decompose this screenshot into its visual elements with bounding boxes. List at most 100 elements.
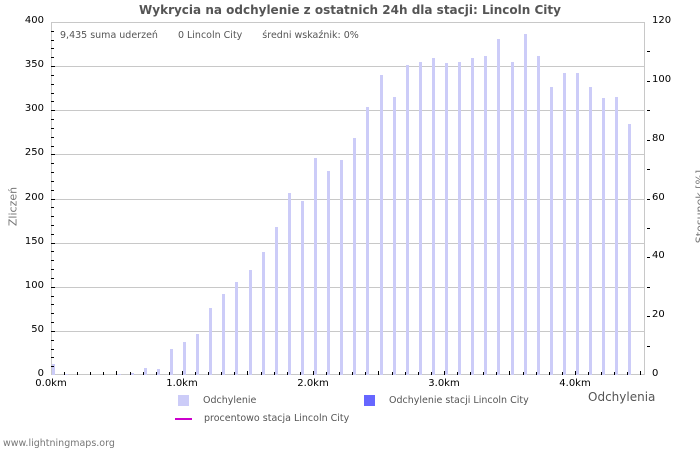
bar: [248, 269, 252, 375]
x-minor-tick: [64, 372, 65, 375]
bar: [523, 34, 527, 375]
y2-minor-tick: [647, 139, 650, 141]
x-minor-tick: [404, 372, 406, 375]
x-minor-tick: [273, 372, 275, 375]
bar: [497, 38, 501, 375]
x-minor-tick: [181, 371, 183, 375]
y-minor-tick: [51, 136, 54, 138]
x-minor-tick: [208, 372, 210, 375]
bar: [471, 58, 475, 375]
x-minor-tick: [352, 372, 354, 375]
legend-odchylenie: Odchylenie: [178, 395, 256, 406]
bar: [130, 373, 134, 375]
plot-area: [51, 22, 645, 375]
x-tick-label: 1.0km: [166, 378, 198, 389]
y2-minor-tick: [647, 257, 650, 259]
grid-line: [51, 330, 645, 332]
x-minor-tick: [535, 372, 537, 375]
legend-swatch-dark: [364, 395, 375, 406]
y-minor-tick: [51, 189, 54, 191]
chart-title: Wykrycia na odchylenie z ostatnich 24h d…: [139, 3, 561, 17]
bar: [431, 58, 435, 375]
x-minor-tick: [470, 372, 472, 375]
bar: [484, 55, 488, 375]
bar: [353, 138, 357, 375]
x-minor-tick: [247, 371, 249, 375]
y2-minor-tick: [647, 316, 650, 318]
stats-avg: średni wskaźnik: 0%: [262, 30, 359, 41]
x-minor-tick: [77, 372, 79, 375]
y2-minor-tick: [647, 110, 650, 112]
x-minor-tick: [430, 372, 432, 375]
x-minor-tick: [260, 372, 262, 375]
bar: [314, 157, 317, 375]
y2-minor-tick: [647, 169, 650, 171]
bar: [156, 368, 160, 375]
y-minor-tick: [51, 39, 54, 41]
y-minor-tick: [51, 269, 54, 271]
x-minor-tick: [483, 372, 485, 375]
y-minor-tick: [51, 180, 54, 182]
bar: [222, 293, 226, 375]
x-minor-tick: [195, 372, 196, 375]
x-minor-tick: [299, 372, 301, 375]
y-tick-label: 50: [31, 323, 44, 335]
x-minor-tick: [588, 372, 589, 375]
y-minor-tick: [51, 348, 54, 350]
y-minor-tick: [51, 119, 54, 121]
bar: [602, 97, 606, 375]
y-minor-tick: [51, 233, 54, 235]
y-minor-tick: [51, 330, 55, 332]
y-tick-label: 100: [24, 279, 44, 291]
stats-total: 9,435 suma uderzeń: [60, 30, 158, 41]
bar: [169, 348, 173, 375]
bar: [510, 61, 514, 375]
x-minor-tick: [116, 371, 118, 375]
x-tick-label: 2.0km: [297, 378, 329, 389]
y-minor-tick: [51, 277, 54, 279]
y2-minor-tick: [647, 345, 650, 347]
y2-minor-tick: [647, 286, 650, 288]
y-tick-label: 400: [24, 15, 44, 26]
x-axis-label: Odchylenia: [588, 390, 656, 404]
y-minor-tick: [51, 295, 54, 297]
y-minor-tick: [51, 251, 54, 253]
x-minor-tick: [234, 372, 236, 375]
stats-station: 0 Lincoln City: [177, 30, 243, 41]
y-tick-label: 300: [24, 103, 44, 115]
x-minor-tick: [561, 372, 563, 375]
y2-axis-label: Stosunek [%]: [693, 169, 700, 244]
x-minor-tick: [522, 372, 524, 375]
legend-label: Odchylenie: [203, 395, 257, 406]
x-minor-tick: [326, 372, 327, 375]
x-minor-tick: [640, 371, 642, 375]
y-minor-tick: [51, 127, 54, 129]
x-minor-tick: [627, 372, 629, 375]
y-minor-tick: [51, 322, 54, 324]
x-tick-label: 0.0km: [35, 378, 67, 389]
x-minor-tick: [378, 371, 380, 375]
x-minor-tick: [417, 372, 419, 375]
x-minor-tick: [443, 371, 445, 375]
grid-line: [51, 66, 645, 68]
legend-station: Odchylenie stacji Lincoln City: [364, 395, 529, 406]
bar: [615, 97, 619, 375]
y2-tick-label: 100: [652, 73, 672, 85]
y-tick-label: 350: [24, 59, 44, 71]
bar: [274, 226, 278, 375]
y-tick-label: 0: [37, 368, 44, 379]
y-minor-tick: [51, 286, 55, 288]
y2-tick-label: 60: [652, 191, 665, 203]
y-minor-tick: [51, 304, 54, 306]
legend-label: procentowo stacja Lincoln City: [204, 413, 350, 424]
legend-swatch-light: [178, 395, 189, 406]
bar: [143, 367, 147, 375]
y-minor-tick: [51, 92, 54, 94]
bar: [418, 61, 422, 375]
y-axis-label: Zliczeń: [6, 186, 20, 227]
x-minor-tick: [548, 372, 550, 375]
x-minor-tick: [129, 372, 131, 375]
bar: [536, 56, 540, 375]
x-minor-tick: [221, 372, 223, 375]
bar: [379, 74, 383, 375]
